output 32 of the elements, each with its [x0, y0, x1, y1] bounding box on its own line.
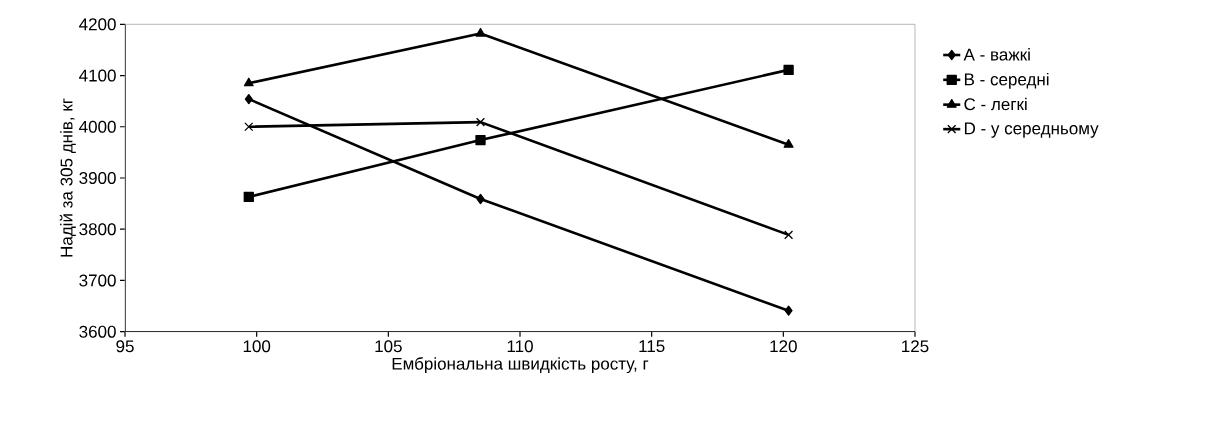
y-tick-label: 3900: [79, 171, 116, 185]
x-tick-label: 110: [507, 340, 533, 353]
legend-label: D - у середньому: [964, 122, 1099, 138]
x-tick-label: 95: [116, 340, 134, 353]
x-tick-label: 125: [902, 340, 929, 353]
y-tick-label: 4100: [79, 69, 116, 82]
legend-label: C - легкі: [964, 97, 1027, 111]
point: [476, 193, 485, 205]
point: [783, 64, 794, 76]
x-tick-label: 115: [639, 340, 665, 353]
x-axis-title: Ембріональна швидкість росту, г: [392, 357, 649, 374]
legend-label: B - середні: [964, 72, 1049, 89]
point: [475, 134, 486, 146]
point: [475, 117, 486, 127]
point: [784, 230, 794, 240]
y-tick-label: 4200: [79, 18, 116, 31]
y-tick-label: 3600: [79, 325, 116, 338]
point: [784, 305, 793, 316]
point: [475, 27, 486, 37]
y-axis-title: Надій за 305 днів, кг: [59, 98, 76, 257]
point: [243, 77, 254, 87]
y-tick-label: 3800: [79, 223, 116, 236]
point: [244, 93, 253, 105]
y-tick-label: 3700: [79, 274, 116, 287]
point: [243, 191, 254, 203]
x-tick-label: 105: [375, 340, 402, 353]
x-tick-label: 120: [770, 340, 797, 353]
point: [244, 122, 254, 132]
x-tick-label: 100: [243, 340, 271, 353]
legend-label: A - важкі: [963, 48, 1030, 61]
y-tick-label: 4000: [79, 120, 116, 133]
point: [783, 139, 794, 148]
